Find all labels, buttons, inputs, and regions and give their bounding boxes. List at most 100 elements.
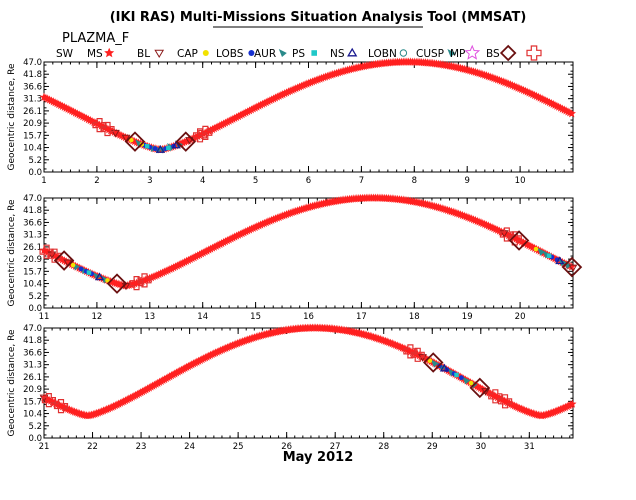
legend-item: NS xyxy=(330,47,358,60)
x-tick-label: 28 xyxy=(378,442,389,452)
x-tick-label: 2 xyxy=(94,176,99,186)
y-tick-label: 36.6 xyxy=(23,218,42,228)
bs-cross-marker xyxy=(198,125,213,140)
aur-marker xyxy=(537,247,546,256)
x-tick-label: 15 xyxy=(250,312,261,322)
y-tick-label: 0.0 xyxy=(28,304,42,314)
legend-label: BS xyxy=(486,48,500,60)
bs-cross-marker xyxy=(193,128,208,143)
bs-cross-marker xyxy=(410,347,425,362)
x-tick-label: 12 xyxy=(91,312,102,322)
aur-marker xyxy=(92,272,101,281)
aur-marker xyxy=(135,139,144,148)
y-tick-label: 0.0 xyxy=(28,168,42,178)
x-tick-label: 7 xyxy=(359,176,364,186)
bs-cross-marker xyxy=(488,389,503,404)
cap-marker xyxy=(105,278,110,283)
x-tick-label: 11 xyxy=(39,312,50,322)
bs-marker xyxy=(422,352,444,373)
bs-marker xyxy=(53,250,75,271)
x-tick-label: 3 xyxy=(147,176,152,186)
bs-cross-marker xyxy=(100,121,115,137)
figure-title: (IKI RAS) Multi-Missions Situation Analy… xyxy=(110,10,527,25)
y-tick-label: 15.7 xyxy=(23,131,42,141)
cap-marker xyxy=(70,262,76,268)
x-tick-label: 22 xyxy=(87,442,98,452)
x-tick-label: 29 xyxy=(427,442,438,452)
y-tick-label: 41.8 xyxy=(23,70,42,80)
legend-marker xyxy=(104,47,115,58)
y-tick-label: 26.1 xyxy=(23,243,42,253)
bs-marker xyxy=(561,256,583,278)
ps-marker xyxy=(546,253,552,258)
legend-marker xyxy=(526,45,542,61)
y-tick-label: 10.4 xyxy=(23,280,42,290)
x-tick-label: 18 xyxy=(409,312,420,322)
x-tick-label: 26 xyxy=(281,442,292,452)
aur-marker xyxy=(542,250,551,259)
ms-marker xyxy=(568,264,578,273)
y-tick-label: 41.8 xyxy=(23,206,42,216)
orbit-track xyxy=(39,57,576,154)
cap-marker xyxy=(129,137,134,143)
legend-label: CUSP xyxy=(416,48,444,60)
aur-marker xyxy=(100,275,109,284)
x-tick-label: 21 xyxy=(39,442,50,452)
ms-marker xyxy=(121,134,131,143)
legend-marker xyxy=(154,49,165,58)
y-tick-label: 41.8 xyxy=(23,336,42,346)
bs-cross-marker xyxy=(498,394,513,409)
legend-label: NS xyxy=(330,48,345,60)
y-axis-label: Geocentric distance, Re xyxy=(7,63,17,170)
legend-item: SW xyxy=(56,48,74,60)
y-tick-label: 36.6 xyxy=(23,82,42,92)
y-tick-label: 5.2 xyxy=(28,422,42,432)
legend-item: AUR xyxy=(254,48,287,60)
x-tick-label: 31 xyxy=(524,442,535,452)
y-tick-label: 36.6 xyxy=(23,348,42,358)
orbit-track xyxy=(39,323,577,420)
y-tick-label: 20.9 xyxy=(23,385,42,395)
y-tick-label: 15.7 xyxy=(23,397,42,407)
legend-item: LOBN xyxy=(368,48,408,60)
legend-label: MP xyxy=(450,48,465,60)
x-axis-title: May 2012 xyxy=(283,450,354,465)
y-tick-label: 47.0 xyxy=(23,194,42,204)
legend-item: BS xyxy=(486,44,517,62)
cap-marker xyxy=(533,246,539,252)
ns-marker xyxy=(171,140,181,149)
bs-cross-marker xyxy=(129,276,144,291)
panels: 0.0 5.2 10.4 15.7 20.9 26.1 31.3 36.6 41.8 47.0 1 2… xyxy=(7,57,583,452)
legend-label: SW xyxy=(56,48,74,60)
legend-label: PS xyxy=(292,48,305,60)
x-tick-label: 14 xyxy=(197,312,208,322)
legend-label: MS xyxy=(87,48,103,60)
legend-label: LOBS xyxy=(216,48,244,60)
y-tick-label: 47.0 xyxy=(23,58,42,68)
y-tick-label: 31.3 xyxy=(23,231,42,241)
bs-cross-marker xyxy=(137,273,152,288)
plot-frame xyxy=(43,327,574,439)
y-tick-label: 0.0 xyxy=(28,434,42,444)
legend-marker xyxy=(447,49,456,57)
y-tick-label: 10.4 xyxy=(23,144,42,154)
lobs-marker xyxy=(78,266,84,272)
y-tick-label: 15.7 xyxy=(23,267,42,277)
x-tick-label: 19 xyxy=(462,312,473,322)
lobs-marker xyxy=(458,375,464,381)
x-tick-label: 25 xyxy=(233,442,244,452)
panel-2: 0.0 5.2 10.4 15.7 20.9 26.1 31.3 36.6 41.8 47.0 11… xyxy=(7,193,583,322)
legend-marker xyxy=(248,50,255,56)
legend-item: LOBS xyxy=(216,48,255,60)
legend-item xyxy=(526,45,542,61)
y-tick-label: 31.3 xyxy=(23,95,42,105)
y-tick-label: 20.9 xyxy=(23,255,42,265)
x-tick-label: 17 xyxy=(356,312,367,322)
legend-marker xyxy=(278,49,287,57)
ps-marker xyxy=(454,372,459,378)
ms-marker xyxy=(185,137,194,145)
x-tick-label: 8 xyxy=(412,176,417,186)
mission-name: PLAZMA_F xyxy=(62,31,129,46)
bs-marker xyxy=(175,131,197,152)
y-tick-label: 47.0 xyxy=(23,324,42,334)
